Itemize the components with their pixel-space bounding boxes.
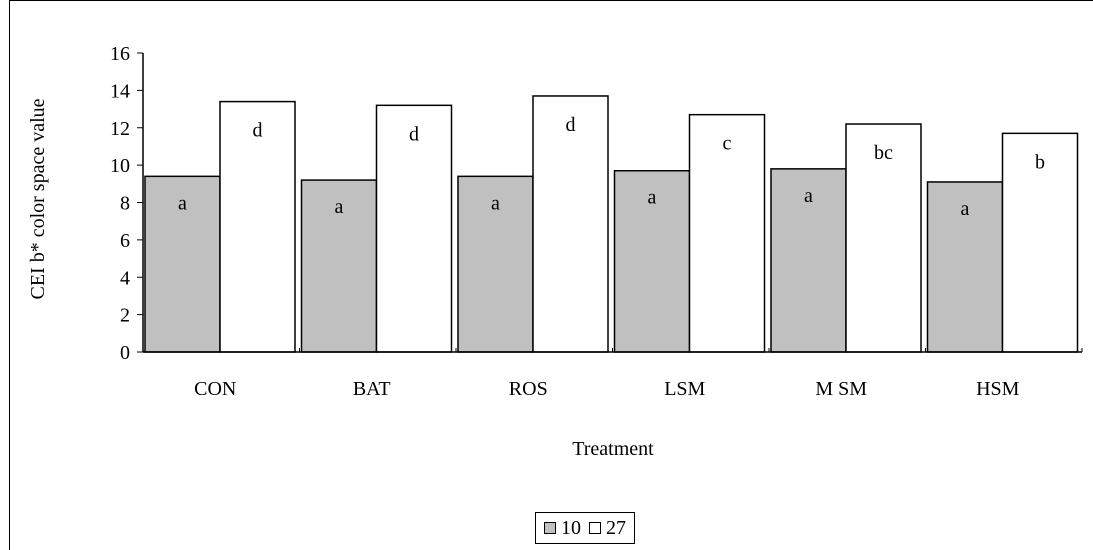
bar-series-2	[532, 95, 609, 353]
x-tick-label: ROS	[509, 378, 548, 400]
legend-item-series-2: 27	[589, 517, 626, 540]
chart-legend: 10 27	[535, 512, 635, 544]
y-tick-label: 4	[120, 267, 130, 289]
y-tick-label: 16	[110, 43, 130, 65]
bar-series-1	[457, 175, 534, 353]
bar-significance-letter: b	[1035, 151, 1045, 173]
y-tick-label: 14	[110, 80, 130, 102]
bar-series-2	[688, 113, 766, 353]
x-tick-label: CON	[194, 378, 236, 400]
bar-series-1	[613, 169, 691, 353]
x-tick-label: BAT	[353, 378, 391, 400]
y-tick-label: 2	[120, 305, 130, 327]
x-axis-label: Treatment	[572, 438, 654, 460]
bar-significance-letter: a	[335, 196, 344, 218]
bar-significance-letter: d	[409, 123, 419, 145]
y-tick-label: 8	[120, 193, 130, 215]
legend-swatch-series-1	[544, 522, 556, 534]
legend-swatch-series-2	[589, 522, 601, 534]
bar-significance-letter: c	[723, 133, 732, 155]
y-tick-label: 12	[110, 118, 130, 140]
bar-series-2	[375, 104, 453, 353]
y-axis-label: CEI b* color space value	[27, 98, 49, 299]
bar-series-1	[144, 175, 221, 353]
y-tick-label: 10	[110, 155, 130, 177]
bar-significance-letter: a	[491, 192, 500, 214]
y-tick-label: 0	[120, 342, 130, 364]
y-tick-label: 6	[120, 230, 130, 252]
bar-significance-letter: a	[178, 192, 187, 214]
bar-significance-letter: a	[648, 187, 657, 209]
legend-item-series-1: 10	[544, 517, 581, 540]
bar-significance-letter: bc	[874, 142, 893, 164]
x-tick-label: HSM	[976, 378, 1020, 400]
bar-series-2	[845, 123, 922, 353]
x-tick-label: M SM	[815, 378, 867, 400]
bar-significance-letter: d	[566, 114, 576, 136]
bar-significance-letter: a	[961, 198, 970, 220]
bar-significance-letter: a	[804, 185, 813, 207]
bar-significance-letter: d	[253, 120, 263, 142]
x-tick-label: LSM	[664, 378, 705, 400]
chart-frame	[9, 0, 1093, 550]
legend-label-series-2: 27	[606, 516, 626, 539]
legend-label-series-1: 10	[561, 516, 581, 539]
bar-series-2	[1001, 132, 1079, 353]
bar-series-2	[219, 100, 296, 353]
